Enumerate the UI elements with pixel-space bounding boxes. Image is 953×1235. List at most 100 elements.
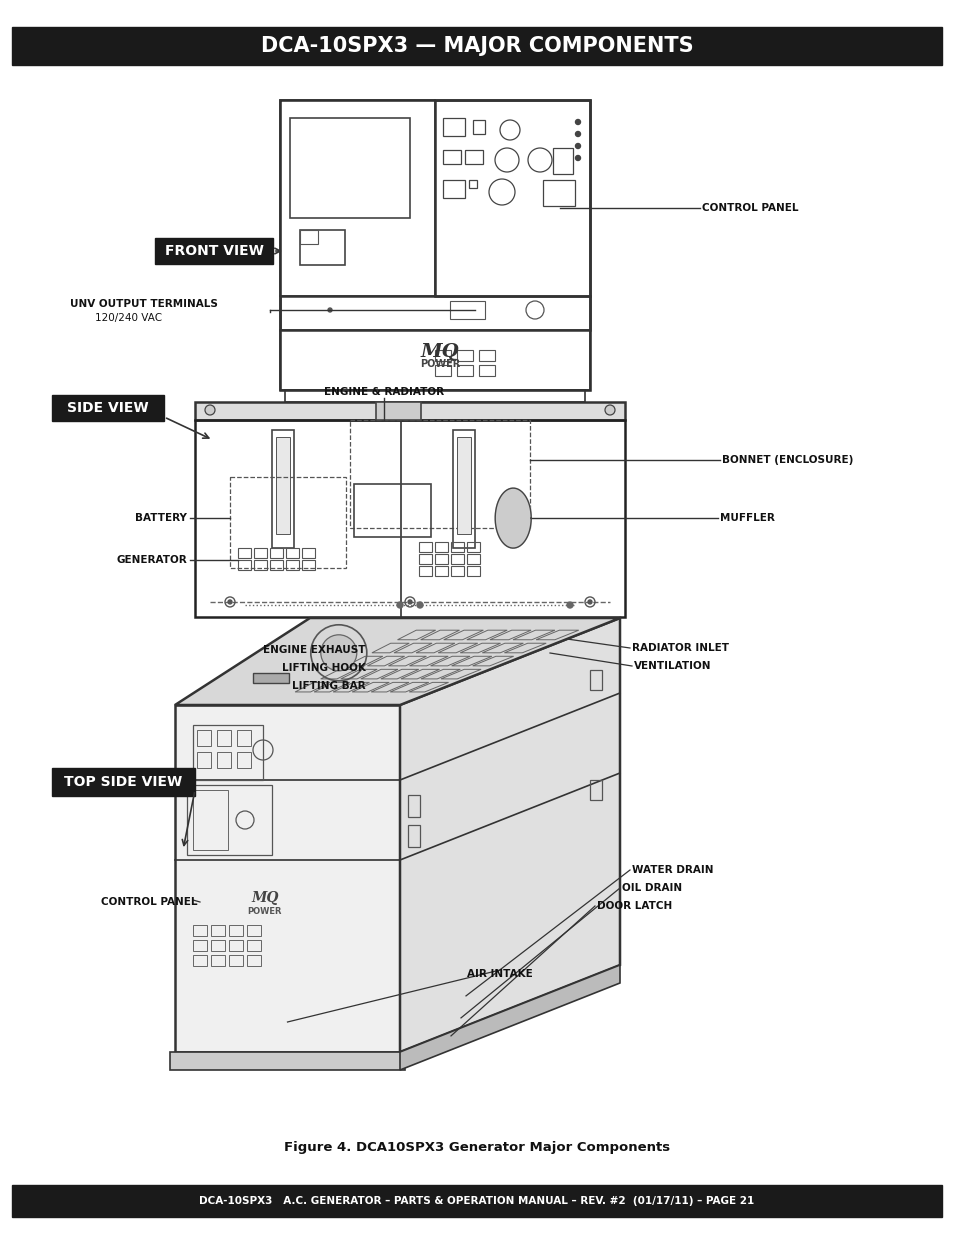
Text: BATTERY: BATTERY: [135, 513, 187, 522]
Circle shape: [566, 601, 573, 608]
Bar: [299, 230, 345, 266]
Bar: [280, 330, 589, 390]
Text: LIFTING BAR: LIFTING BAR: [292, 680, 366, 692]
Bar: [247, 940, 261, 951]
Bar: [466, 566, 479, 576]
Bar: [236, 752, 251, 768]
Bar: [52, 768, 194, 797]
Polygon shape: [174, 618, 619, 705]
Bar: [187, 785, 272, 855]
Circle shape: [575, 131, 579, 137]
Bar: [466, 553, 479, 563]
Polygon shape: [495, 488, 531, 548]
Text: BONNET (ENCLOSURE): BONNET (ENCLOSURE): [721, 454, 853, 466]
Text: POWER: POWER: [419, 359, 459, 369]
Bar: [194, 403, 624, 420]
Bar: [286, 561, 298, 571]
Bar: [280, 100, 435, 296]
Bar: [435, 350, 451, 361]
Bar: [302, 548, 314, 558]
Bar: [589, 671, 601, 690]
Bar: [247, 925, 261, 936]
Bar: [408, 825, 419, 847]
Bar: [354, 484, 431, 537]
Bar: [435, 553, 447, 563]
Bar: [270, 561, 283, 571]
Bar: [12, 27, 941, 65]
Bar: [286, 548, 298, 558]
Text: POWER: POWER: [248, 908, 282, 916]
Bar: [453, 430, 475, 548]
Circle shape: [408, 600, 412, 604]
Text: ENGINE EXHAUST: ENGINE EXHAUST: [263, 645, 366, 655]
Circle shape: [575, 120, 579, 125]
Circle shape: [604, 405, 615, 415]
Text: OIL DRAIN: OIL DRAIN: [621, 883, 681, 893]
Bar: [408, 795, 419, 818]
Circle shape: [416, 601, 422, 608]
Bar: [211, 940, 225, 951]
Bar: [236, 730, 251, 746]
Bar: [273, 430, 294, 548]
Bar: [196, 730, 211, 746]
Bar: [435, 366, 451, 375]
Circle shape: [320, 635, 356, 671]
Text: 120/240 VAC: 120/240 VAC: [95, 312, 162, 324]
Bar: [154, 238, 273, 264]
Circle shape: [575, 156, 579, 161]
Bar: [456, 350, 473, 361]
Bar: [194, 420, 624, 618]
Bar: [211, 955, 225, 966]
Bar: [285, 390, 584, 403]
Text: MQ: MQ: [251, 890, 278, 905]
Text: DCA-10SPX3   A.C. GENERATOR – PARTS & OPERATION MANUAL – REV. #2  (01/17/11) – P: DCA-10SPX3 A.C. GENERATOR – PARTS & OPER…: [199, 1195, 754, 1207]
Bar: [469, 180, 476, 188]
Text: FRONT VIEW: FRONT VIEW: [164, 245, 263, 258]
Bar: [229, 955, 243, 966]
Bar: [473, 120, 484, 135]
Text: SIDE VIEW: SIDE VIEW: [67, 401, 149, 415]
Bar: [542, 180, 575, 206]
Circle shape: [328, 308, 332, 312]
Bar: [450, 566, 463, 576]
Bar: [299, 230, 317, 245]
Polygon shape: [174, 705, 399, 1052]
Circle shape: [396, 601, 402, 608]
Circle shape: [228, 600, 232, 604]
Circle shape: [575, 143, 579, 148]
Text: CONTROL PANEL: CONTROL PANEL: [701, 203, 798, 212]
Bar: [193, 725, 263, 781]
Bar: [253, 561, 267, 571]
Bar: [418, 553, 431, 563]
Text: TOP SIDE VIEW: TOP SIDE VIEW: [64, 776, 182, 789]
Text: Figure 4. DCA10SPX3 Generator Major Components: Figure 4. DCA10SPX3 Generator Major Comp…: [284, 1141, 669, 1155]
Bar: [193, 925, 207, 936]
Bar: [237, 548, 251, 558]
Bar: [435, 542, 447, 552]
Text: ENGINE & RADIATOR: ENGINE & RADIATOR: [324, 387, 444, 396]
Bar: [418, 542, 431, 552]
Bar: [466, 542, 479, 552]
Bar: [229, 925, 243, 936]
Bar: [193, 790, 228, 850]
Bar: [435, 100, 589, 296]
Bar: [170, 1052, 405, 1070]
Bar: [442, 180, 464, 198]
Bar: [435, 566, 447, 576]
Bar: [375, 403, 420, 420]
Bar: [276, 437, 290, 534]
Text: MQ: MQ: [420, 343, 458, 361]
Circle shape: [587, 600, 592, 604]
Polygon shape: [399, 618, 619, 1052]
Text: WATER DRAIN: WATER DRAIN: [631, 864, 713, 876]
Bar: [302, 561, 314, 571]
Bar: [280, 296, 589, 330]
Bar: [442, 119, 464, 136]
Bar: [253, 548, 267, 558]
Text: RADIATOR INLET: RADIATOR INLET: [631, 643, 728, 653]
Text: AIR INTAKE: AIR INTAKE: [467, 969, 533, 979]
Bar: [247, 955, 261, 966]
Bar: [478, 366, 495, 375]
Bar: [456, 437, 471, 534]
Text: MUFFLER: MUFFLER: [720, 513, 774, 524]
